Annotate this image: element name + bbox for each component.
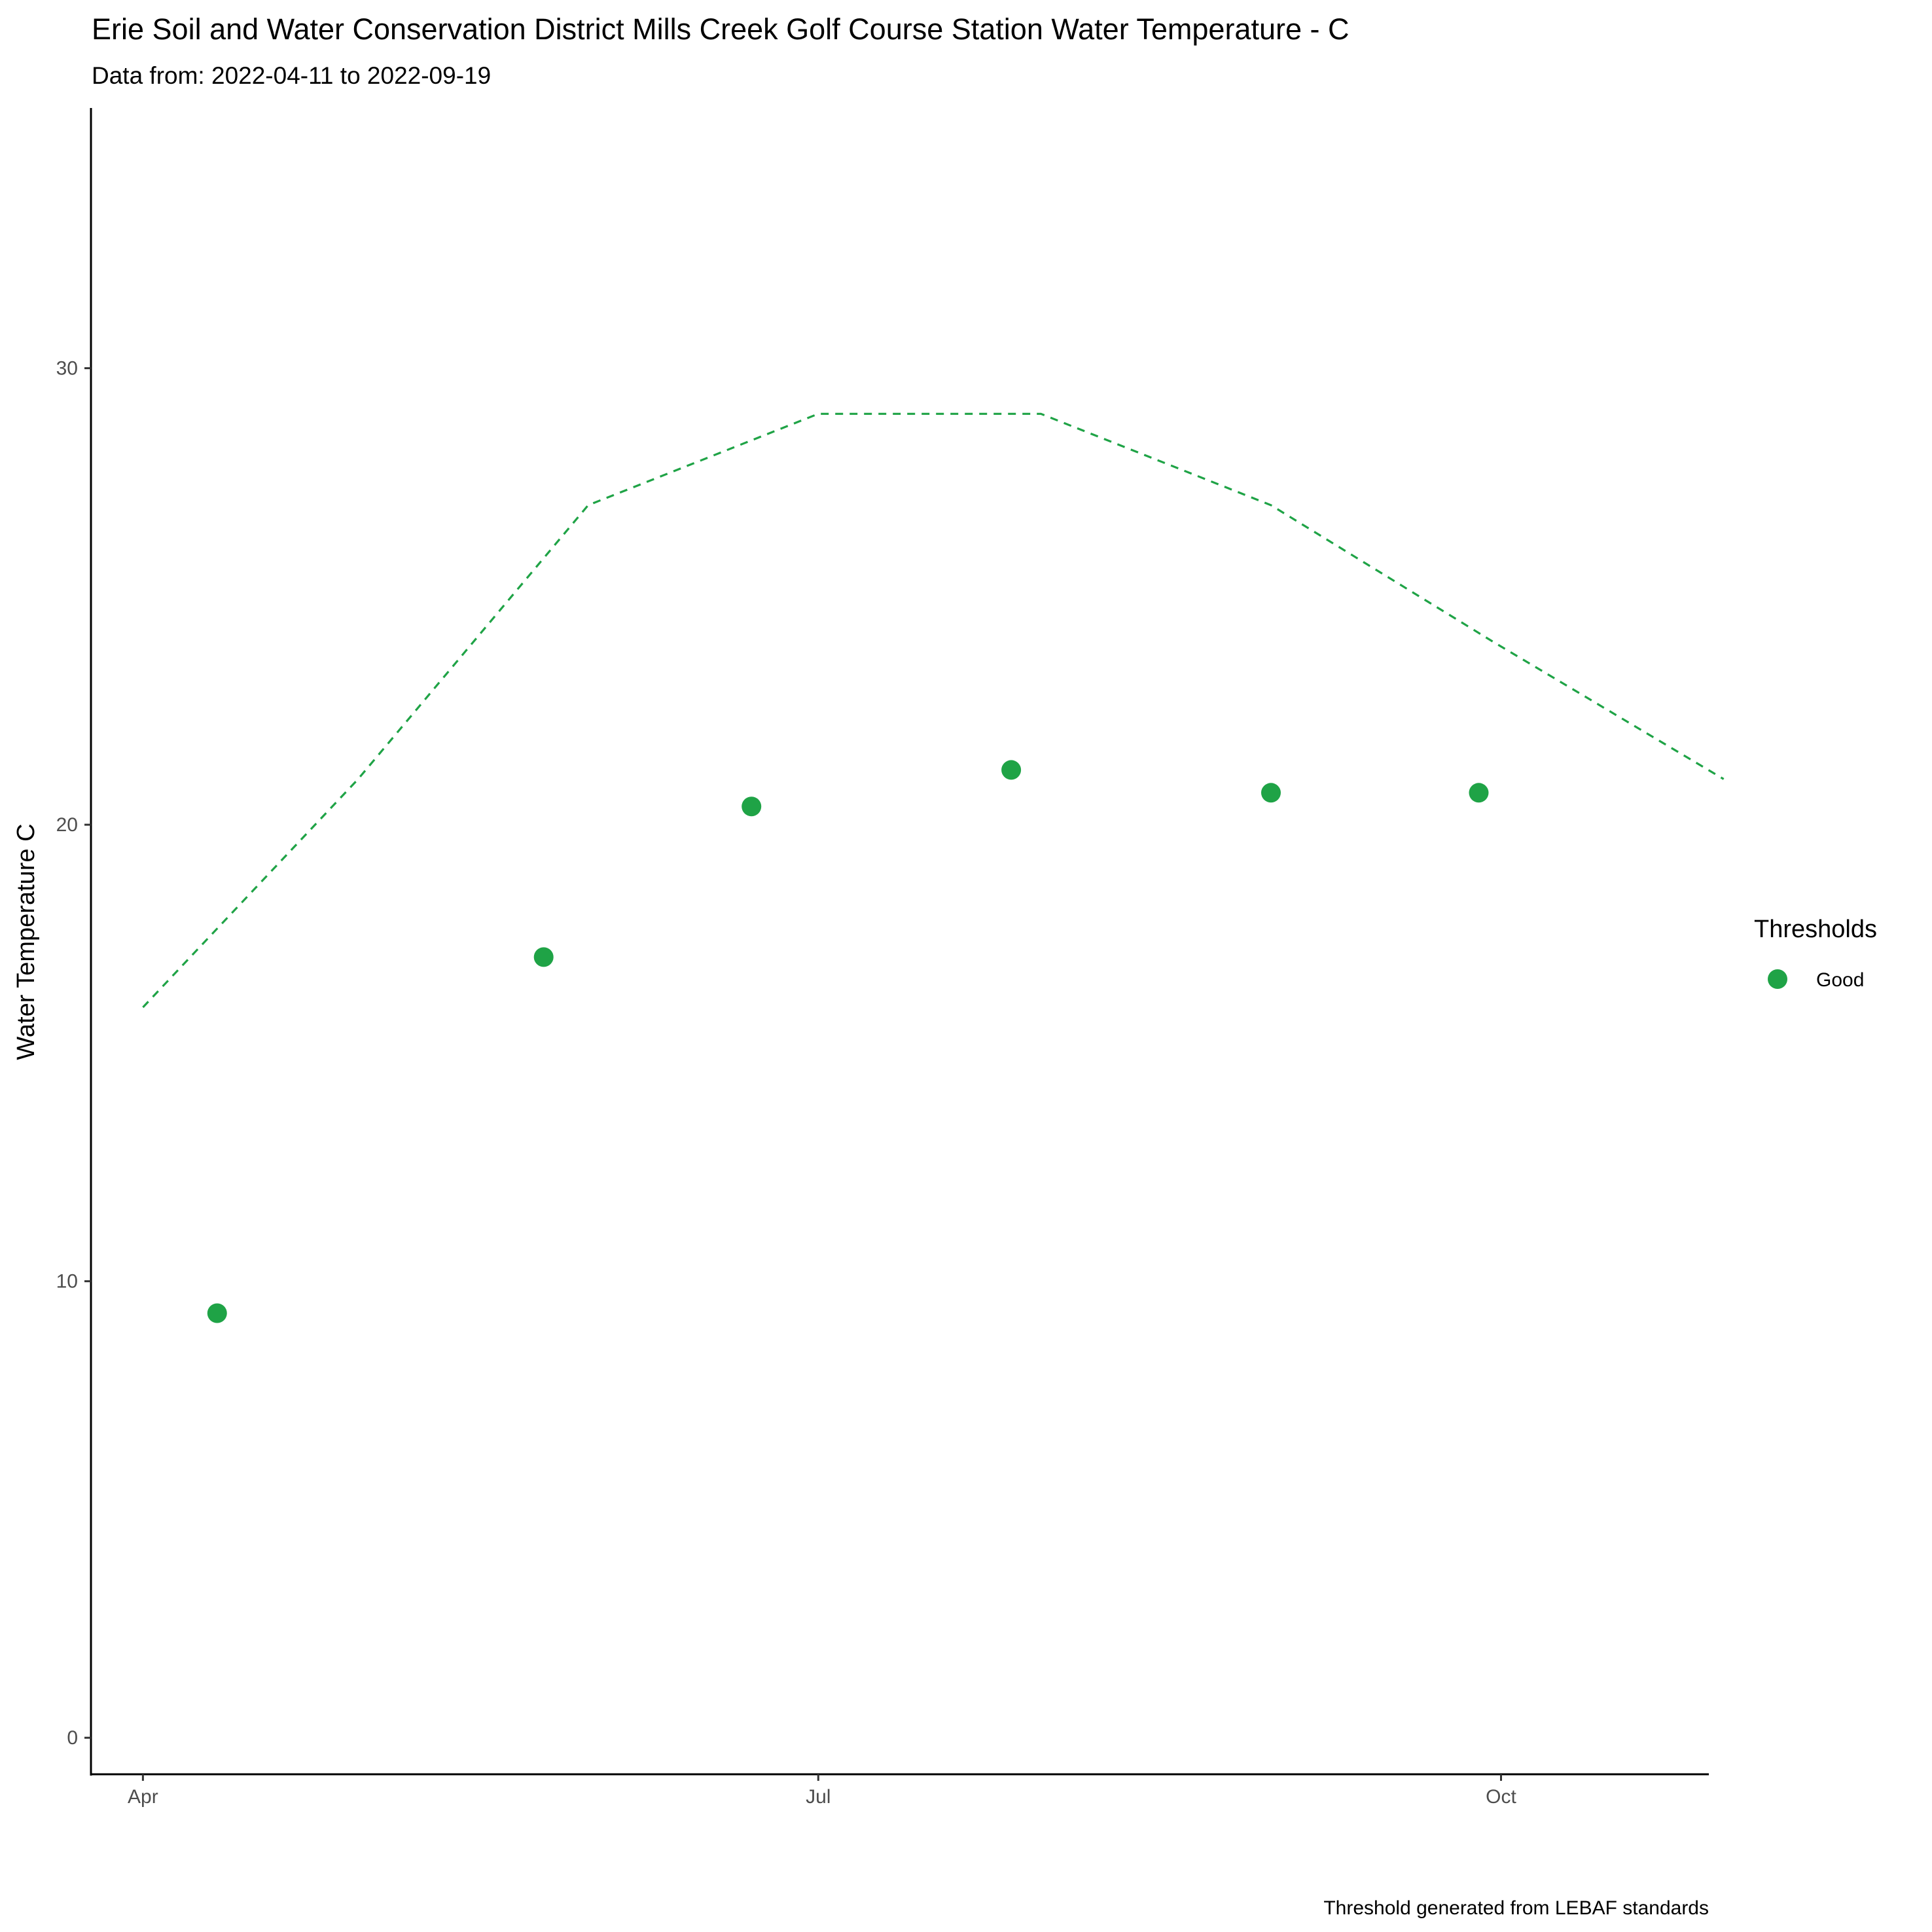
y-tick-label: 30 bbox=[56, 358, 78, 380]
x-tick-label: Oct bbox=[1486, 1786, 1516, 1808]
data-point bbox=[533, 947, 554, 967]
y-tick-label: 20 bbox=[56, 814, 78, 836]
x-tick-label: Apr bbox=[128, 1786, 158, 1808]
data-points-layer bbox=[207, 760, 1489, 1323]
data-point bbox=[1261, 783, 1281, 803]
data-point bbox=[1001, 760, 1022, 780]
chart-title: Erie Soil and Water Conservation Distric… bbox=[92, 12, 1350, 46]
plot-area bbox=[142, 412, 1725, 1323]
chart-subtitle: Data from: 2022-04-11 to 2022-09-19 bbox=[92, 62, 491, 89]
y-tick-label: 10 bbox=[56, 1271, 78, 1293]
x-axis-ticks: Apr Jul Oct bbox=[128, 1774, 1516, 1808]
chart-caption: Threshold generated from LEBAF standards bbox=[1323, 1897, 1709, 1919]
data-point bbox=[742, 796, 762, 817]
legend-label: Good bbox=[1816, 969, 1864, 991]
data-point bbox=[207, 1303, 227, 1323]
legend-title: Thresholds bbox=[1754, 916, 1877, 943]
x-tick-label: Jul bbox=[806, 1786, 831, 1808]
legend-items: Good bbox=[1768, 969, 1864, 991]
threshold-line-layer bbox=[142, 412, 1725, 1009]
y-tick-label: 0 bbox=[67, 1727, 78, 1749]
data-point bbox=[1469, 783, 1489, 803]
legend-key bbox=[1768, 969, 1787, 989]
threshold-line bbox=[142, 412, 1725, 1009]
y-axis-ticks: 0 10 20 30 bbox=[56, 358, 91, 1749]
y-axis-label: Water Temperature C bbox=[12, 823, 40, 1060]
legend: Thresholds Good bbox=[1754, 916, 1877, 991]
